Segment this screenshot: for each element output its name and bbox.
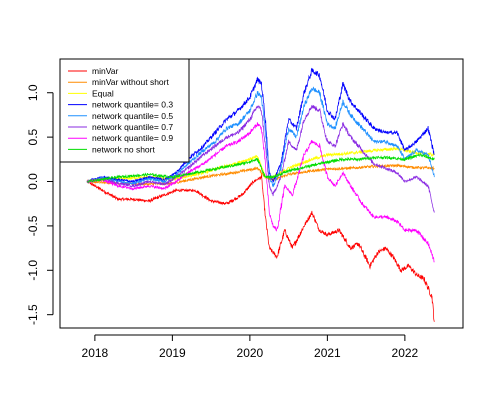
x-tick-label: 2021	[314, 346, 341, 360]
legend-label-3: network quantile= 0.3	[92, 100, 173, 110]
y-tick-label: -1.0	[26, 260, 40, 281]
y-tick-label: 1.0	[26, 84, 40, 101]
legend-label-0: minVar	[92, 66, 118, 76]
legend-label-5: network quantile= 0.7	[92, 122, 173, 132]
x-tick-label: 2020	[237, 346, 264, 360]
series-line-7	[86, 152, 435, 184]
series-line-0	[86, 174, 435, 322]
y-tick-label: 0.0	[26, 173, 40, 190]
series-line-3	[86, 67, 435, 184]
x-tick-label: 2019	[159, 346, 186, 360]
legend-label-4: network quantile= 0.5	[92, 111, 173, 121]
y-tick-label: 0.5	[26, 128, 40, 145]
plot-box	[59, 58, 464, 329]
legend-label-1: minVar without short	[92, 77, 169, 87]
x-tick-label: 2022	[392, 346, 419, 360]
legend-box	[59, 58, 190, 163]
legend-label-2: Equal	[92, 88, 114, 98]
series-line-6	[86, 122, 435, 263]
x-tick-label: 2018	[82, 346, 109, 360]
y-axis: -1.5 -1.0 -0.5 0.0 0.5 1.0	[26, 84, 54, 325]
y-tick-label: -1.5	[26, 304, 40, 325]
series-line-5	[86, 104, 435, 213]
y-tick-label: -0.5	[26, 215, 40, 236]
legend-label-6: network quantile= 0.9	[92, 133, 173, 143]
series-line-4	[86, 86, 435, 188]
plot-lines	[86, 67, 435, 322]
x-axis: 2018 2019 2020 2021 2022	[82, 334, 419, 360]
legend-label-7: network no short	[92, 144, 155, 154]
